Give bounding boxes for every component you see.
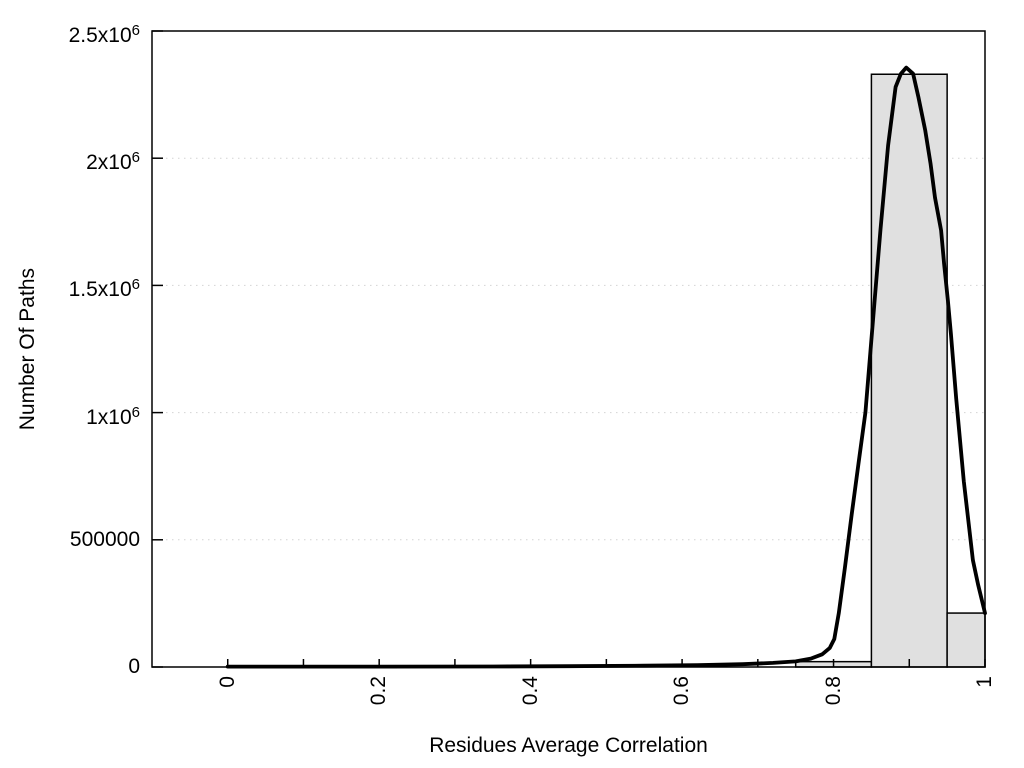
x-tick-label: 0 — [215, 676, 239, 688]
histogram-bar — [946, 612, 986, 668]
plot-border — [151, 30, 986, 668]
y-tick-label: 0 — [128, 655, 140, 678]
y-tick-label: 1x106 — [86, 403, 140, 429]
y-tick-label: 2x106 — [86, 149, 140, 175]
exponent: 6 — [131, 22, 140, 39]
density-curve — [225, 65, 987, 669]
y-tick-label: 500000 — [69, 527, 140, 551]
exponent: 6 — [131, 149, 140, 167]
y-axis-title: Number Of Paths — [12, 31, 44, 667]
x-tick-label: 0.2 — [367, 676, 391, 706]
histogram-bar — [870, 73, 948, 668]
y-tick-label: 1.5x106 — [68, 276, 140, 302]
exponent: 6 — [131, 276, 140, 294]
x-tick-label: 1 — [973, 676, 996, 688]
x-axis-title: Residues Average Correlation — [429, 734, 708, 757]
exponent: 6 — [131, 403, 140, 421]
y-axis-title-text: Number Of Paths — [16, 267, 39, 431]
x-tick-label: 0.6 — [670, 676, 694, 706]
y-tick-label: 2.5x106 — [68, 22, 140, 47]
x-tick-label: 0.4 — [518, 676, 542, 706]
x-tick-label: 0.8 — [821, 676, 845, 706]
